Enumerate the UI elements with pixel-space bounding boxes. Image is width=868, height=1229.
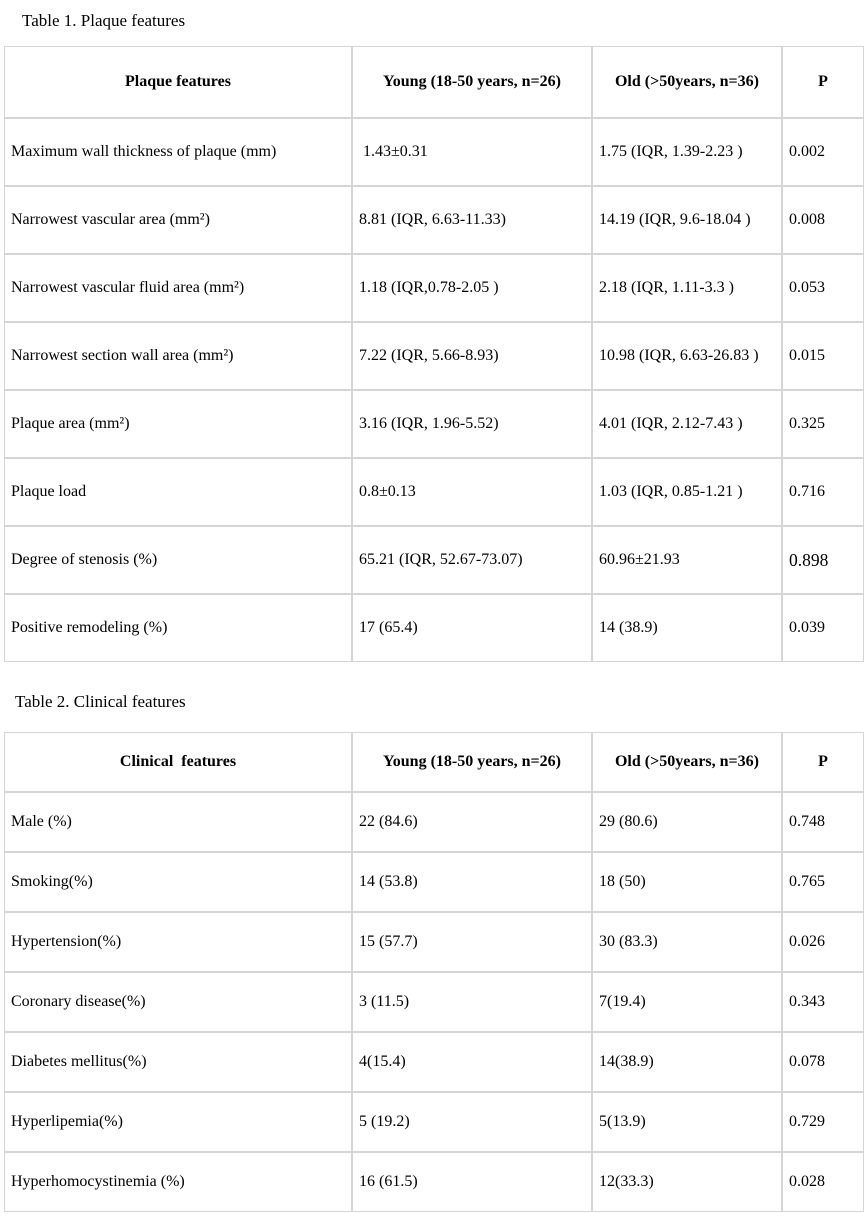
cell-feature: Smoking(%) — [4, 852, 352, 912]
cell-old: 5(13.9) — [592, 1092, 782, 1152]
cell-young: 0.8±0.13 — [352, 458, 592, 526]
cell-young: 3.16 (IQR, 1.96-5.52) — [352, 390, 592, 458]
table-row: Male (%) 22 (84.6) 29 (80.6) 0.748 — [4, 792, 864, 852]
cell-p: 0.008 — [782, 186, 864, 254]
table-row: Maximum wall thickness of plaque (mm) 1.… — [4, 118, 864, 186]
cell-old: 4.01 (IQR, 2.12-7.43 ) — [592, 390, 782, 458]
cell-old: 12(33.3) — [592, 1152, 782, 1212]
cell-young: 3 (11.5) — [352, 972, 592, 1032]
clinical-features-table: Clinical features Young (18-50 years, n=… — [4, 732, 864, 1212]
cell-p: 0.053 — [782, 254, 864, 322]
cell-old: 1.03 (IQR, 0.85-1.21 ) — [592, 458, 782, 526]
table1-header-young: Young (18-50 years, n=26) — [352, 46, 592, 118]
table2-header-row: Clinical features Young (18-50 years, n=… — [4, 732, 864, 792]
cell-p: 0.039 — [782, 594, 864, 662]
cell-p: 0.898 — [782, 526, 864, 594]
cell-old: 14 (38.9) — [592, 594, 782, 662]
cell-young: 65.21 (IQR, 52.67-73.07) — [352, 526, 592, 594]
cell-old: 7(19.4) — [592, 972, 782, 1032]
cell-p: 0.028 — [782, 1152, 864, 1212]
table-row: Plaque area (mm²) 3.16 (IQR, 1.96-5.52) … — [4, 390, 864, 458]
plaque-features-table: Plaque features Young (18-50 years, n=26… — [4, 46, 864, 662]
table2-header-old: Old (>50years, n=36) — [592, 732, 782, 792]
cell-old: 10.98 (IQR, 6.63-26.83 ) — [592, 322, 782, 390]
cell-p: 0.765 — [782, 852, 864, 912]
cell-p: 0.748 — [782, 792, 864, 852]
cell-young: 14 (53.8) — [352, 852, 592, 912]
cell-young: 4(15.4) — [352, 1032, 592, 1092]
table-row: Plaque load 0.8±0.13 1.03 (IQR, 0.85-1.2… — [4, 458, 864, 526]
cell-feature: Narrowest vascular fluid area (mm²) — [4, 254, 352, 322]
cell-old: 18 (50) — [592, 852, 782, 912]
cell-feature: Plaque area (mm²) — [4, 390, 352, 458]
table-row: Hyperlipemia(%) 5 (19.2) 5(13.9) 0.729 — [4, 1092, 864, 1152]
table-row: Positive remodeling (%) 17 (65.4) 14 (38… — [4, 594, 864, 662]
table-row: Hyperhomocystinemia (%) 16 (61.5) 12(33.… — [4, 1152, 864, 1212]
table-row: Smoking(%) 14 (53.8) 18 (50) 0.765 — [4, 852, 864, 912]
table1-header-old: Old (>50years, n=36) — [592, 46, 782, 118]
table-row: Narrowest section wall area (mm²) 7.22 (… — [4, 322, 864, 390]
cell-feature: Diabetes mellitus(%) — [4, 1032, 352, 1092]
cell-feature: Degree of stenosis (%) — [4, 526, 352, 594]
cell-feature: Hyperhomocystinemia (%) — [4, 1152, 352, 1212]
table1-header-feature: Plaque features — [4, 46, 352, 118]
cell-old: 29 (80.6) — [592, 792, 782, 852]
table-row: Degree of stenosis (%) 65.21 (IQR, 52.67… — [4, 526, 864, 594]
table-row: Narrowest vascular area (mm²) 8.81 (IQR,… — [4, 186, 864, 254]
table1-header-row: Plaque features Young (18-50 years, n=26… — [4, 46, 864, 118]
cell-p: 0.002 — [782, 118, 864, 186]
cell-feature: Hyperlipemia(%) — [4, 1092, 352, 1152]
cell-p: 0.015 — [782, 322, 864, 390]
cell-young: 8.81 (IQR, 6.63-11.33) — [352, 186, 592, 254]
cell-p: 0.716 — [782, 458, 864, 526]
cell-p: 0.343 — [782, 972, 864, 1032]
cell-p: 0.325 — [782, 390, 864, 458]
cell-young: 17 (65.4) — [352, 594, 592, 662]
cell-feature: Coronary disease(%) — [4, 972, 352, 1032]
table2-header-feature: Clinical features — [4, 732, 352, 792]
cell-old: 2.18 (IQR, 1.11-3.3 ) — [592, 254, 782, 322]
table2-header-young: Young (18-50 years, n=26) — [352, 732, 592, 792]
cell-young: 5 (19.2) — [352, 1092, 592, 1152]
table2-header-p: P — [782, 732, 864, 792]
cell-old: 14.19 (IQR, 9.6-18.04 ) — [592, 186, 782, 254]
table-row: Coronary disease(%) 3 (11.5) 7(19.4) 0.3… — [4, 972, 864, 1032]
cell-p: 0.729 — [782, 1092, 864, 1152]
cell-p: 0.026 — [782, 912, 864, 972]
cell-feature: Narrowest vascular area (mm²) — [4, 186, 352, 254]
cell-young: 1.43±0.31 — [352, 118, 592, 186]
document-page: Table 1. Plaque features Plaque features… — [0, 11, 868, 1212]
table1-header-p: P — [782, 46, 864, 118]
table1-title: Table 1. Plaque features — [22, 11, 186, 30]
cell-feature: Hypertension(%) — [4, 912, 352, 972]
cell-old: 60.96±21.93 — [592, 526, 782, 594]
cell-feature: Positive remodeling (%) — [4, 594, 352, 662]
cell-feature: Plaque load — [4, 458, 352, 526]
table-row: Diabetes mellitus(%) 4(15.4) 14(38.9) 0.… — [4, 1032, 864, 1092]
cell-young: 16 (61.5) — [352, 1152, 592, 1212]
cell-young: 15 (57.7) — [352, 912, 592, 972]
cell-young: 7.22 (IQR, 5.66-8.93) — [352, 322, 592, 390]
cell-young: 1.18 (IQR,0.78-2.05 ) — [352, 254, 592, 322]
cell-feature: Male (%) — [4, 792, 352, 852]
cell-feature: Narrowest section wall area (mm²) — [4, 322, 352, 390]
table-row: Narrowest vascular fluid area (mm²) 1.18… — [4, 254, 864, 322]
table2-title: Table 2. Clinical features — [15, 692, 186, 711]
cell-old: 14(38.9) — [592, 1032, 782, 1092]
cell-young: 22 (84.6) — [352, 792, 592, 852]
cell-feature: Maximum wall thickness of plaque (mm) — [4, 118, 352, 186]
table-row: Hypertension(%) 15 (57.7) 30 (83.3) 0.02… — [4, 912, 864, 972]
cell-old: 1.75 (IQR, 1.39-2.23 ) — [592, 118, 782, 186]
cell-p: 0.078 — [782, 1032, 864, 1092]
cell-old: 30 (83.3) — [592, 912, 782, 972]
